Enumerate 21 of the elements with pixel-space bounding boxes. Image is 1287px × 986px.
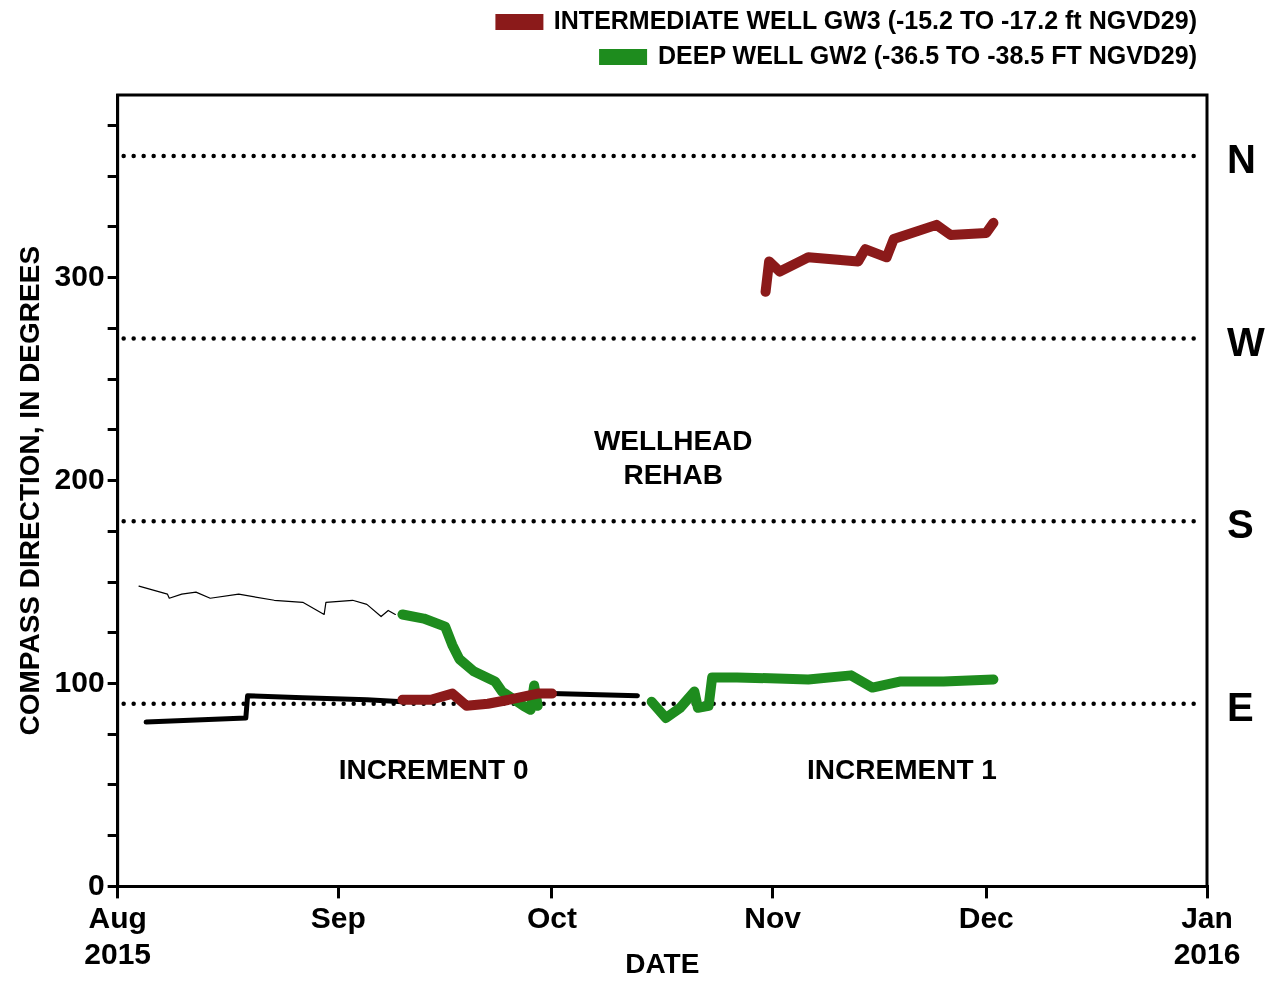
- annotation: INCREMENT 0: [338, 754, 529, 786]
- y-tick-label: 200: [54, 461, 105, 495]
- x-tick-label: Aug 2015: [84, 900, 152, 970]
- y-tick-label: 100: [54, 664, 105, 698]
- ref-line-label: S: [1227, 502, 1254, 547]
- x-tick-label: Oct: [526, 900, 577, 934]
- x-tick-label: Jan 2016: [1173, 900, 1241, 970]
- x-axis-title: DATE: [625, 947, 700, 979]
- y-axis-title: COMPASS DIRECTION, IN DEGREES: [13, 245, 45, 736]
- legend-label: INTERMEDIATE WELL GW3 (-15.2 TO -17.2 ft NGVD29): [553, 5, 1197, 34]
- x-tick-label: Sep: [310, 900, 366, 934]
- legend-label: DEEP WELL GW2 (-36.5 TO -38.5 FT NGVD29): [657, 40, 1197, 69]
- y-tick-label: 300: [54, 258, 105, 292]
- annotation: INCREMENT 1: [807, 754, 997, 786]
- y-tick-label: 0: [87, 867, 105, 901]
- x-tick-label: Dec: [958, 900, 1014, 934]
- annotation: WELLHEAD REHAB: [593, 424, 753, 490]
- ref-line-label: E: [1227, 684, 1254, 729]
- x-tick-label: Nov: [744, 900, 802, 934]
- ref-line-label: N: [1227, 136, 1256, 181]
- ref-line-label: W: [1227, 319, 1265, 364]
